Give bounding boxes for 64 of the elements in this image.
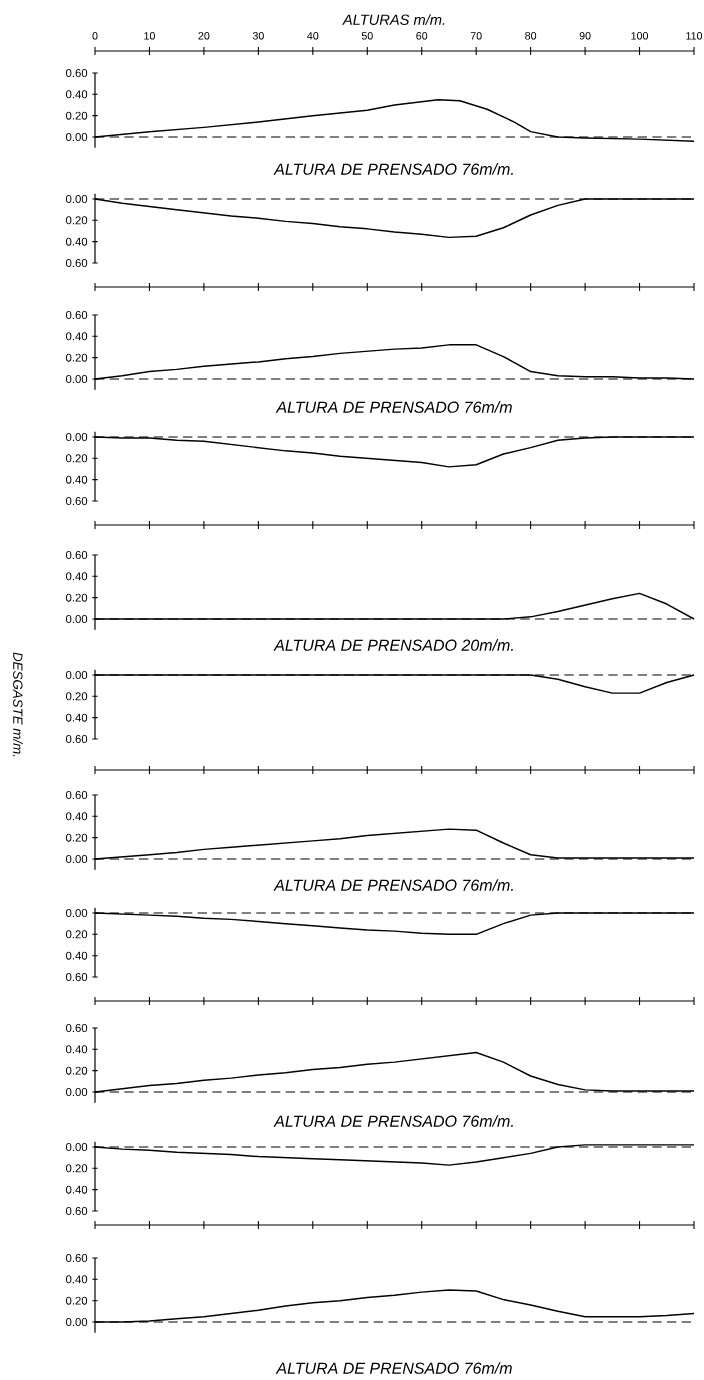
y-tick-label: 0.00 bbox=[66, 908, 88, 917]
x-tick-label: 50 bbox=[361, 32, 373, 40]
x-tick-label: 80 bbox=[525, 32, 537, 40]
x-tick-label: 30 bbox=[252, 32, 264, 40]
x-tick-label: 10 bbox=[144, 32, 155, 40]
y-tick-label: 0.40 bbox=[66, 90, 88, 99]
y-tick-label: 0.20 bbox=[66, 1066, 88, 1075]
x-axis-title: ALTURA DE PRENSADO 76m/m. bbox=[273, 163, 513, 175]
y-tick-label: 0.20 bbox=[66, 1296, 88, 1305]
y-tick-label: 0.60 bbox=[66, 734, 88, 743]
chart-title: ALTURAS m/m. bbox=[342, 14, 445, 25]
y-tick-label: 0.20 bbox=[66, 454, 88, 463]
y-tick-label: 0.40 bbox=[66, 713, 88, 722]
y-tick-label: 0.20 bbox=[66, 692, 88, 701]
y-tick-label: 0.40 bbox=[66, 812, 88, 821]
y-tick-label: 0.40 bbox=[66, 1275, 88, 1284]
x-axis-title: ALTURA DE PRENSADO 76m/m. bbox=[273, 1115, 513, 1127]
y-tick-label: 0.00 bbox=[66, 1087, 88, 1096]
y-tick-label: 0.40 bbox=[66, 1045, 88, 1054]
x-tick-label: 100 bbox=[631, 32, 649, 40]
y-tick-label: 0.60 bbox=[66, 550, 88, 559]
y-tick-label: 0.00 bbox=[66, 194, 88, 203]
y-tick-label: 0.60 bbox=[66, 496, 88, 505]
y-tick-label: 0.40 bbox=[66, 572, 88, 581]
y-tick-label: 0.60 bbox=[66, 68, 88, 77]
y-tick-label: 0.60 bbox=[66, 1206, 88, 1215]
x-tick-label: 20 bbox=[198, 32, 210, 40]
y-tick-label: 0.40 bbox=[66, 951, 88, 960]
y-tick-label: 0.20 bbox=[66, 833, 88, 842]
x-tick-label: 40 bbox=[307, 32, 319, 40]
x-axis-title: ALTURA DE PRENSADO 20m/m. bbox=[273, 639, 513, 651]
x-axis-title: ALTURA DE PRENSADO 76m/m bbox=[275, 1362, 512, 1374]
y-tick-label: 0.40 bbox=[66, 237, 88, 246]
y-axis-title: DESGASTE m/m. bbox=[13, 652, 23, 757]
y-tick-label: 0.20 bbox=[66, 930, 88, 939]
y-tick-label: 0.00 bbox=[66, 854, 88, 863]
x-tick-label: 70 bbox=[470, 32, 482, 40]
y-tick-label: 0.40 bbox=[66, 475, 88, 484]
x-tick-label: 90 bbox=[579, 32, 591, 40]
y-tick-label: 0.20 bbox=[66, 111, 88, 120]
y-tick-label: 0.60 bbox=[66, 310, 88, 319]
y-tick-label: 0.40 bbox=[66, 1185, 88, 1194]
y-tick-label: 0.40 bbox=[66, 332, 88, 341]
y-tick-label: 0.00 bbox=[66, 1317, 88, 1326]
x-tick-label: 110 bbox=[686, 32, 703, 40]
x-tick-label: 0 bbox=[92, 32, 98, 40]
y-tick-label: 0.20 bbox=[66, 216, 88, 225]
y-tick-label: 0.00 bbox=[66, 614, 88, 623]
y-tick-label: 0.00 bbox=[66, 374, 88, 383]
y-tick-label: 0.60 bbox=[66, 1253, 88, 1262]
x-axis-title: ALTURA DE PRENSADO 76m/m bbox=[275, 401, 512, 413]
x-tick-label: 60 bbox=[416, 32, 428, 40]
y-tick-label: 0.60 bbox=[66, 972, 88, 981]
x-axis-title: ALTURA DE PRENSADO 76m/m. bbox=[273, 879, 513, 891]
y-tick-label: 0.00 bbox=[66, 132, 88, 141]
y-tick-label: 0.20 bbox=[66, 593, 88, 602]
y-tick-label: 0.00 bbox=[66, 432, 88, 441]
y-tick-label: 0.60 bbox=[66, 790, 88, 799]
y-tick-label: 0.00 bbox=[66, 1142, 88, 1151]
y-tick-label: 0.20 bbox=[66, 1164, 88, 1173]
y-tick-label: 0.60 bbox=[66, 258, 88, 267]
y-tick-label: 0.60 bbox=[66, 1023, 88, 1032]
y-tick-label: 0.00 bbox=[66, 670, 88, 679]
y-tick-label: 0.20 bbox=[66, 353, 88, 362]
